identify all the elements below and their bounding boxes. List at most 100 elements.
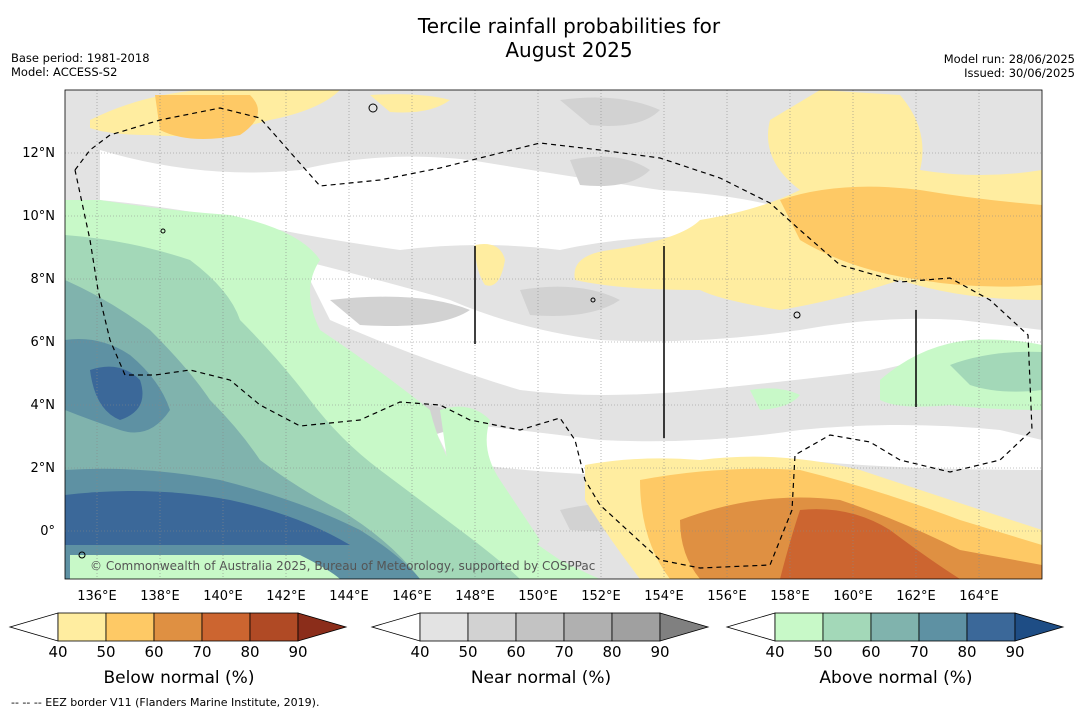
near-normal-50 (560, 97, 660, 126)
islands (78, 103, 801, 559)
above-normal-50 (950, 351, 1042, 392)
longitude-label: 148°E (455, 589, 495, 604)
colorbar-segment (563, 612, 613, 642)
colorbar-segment (105, 612, 155, 642)
issued-date: Issued: 30/06/2025 (964, 66, 1075, 80)
colorbar-min-extension (8, 612, 59, 642)
copyright-notice: © Commonwealth of Australia 2025, Bureau… (90, 559, 595, 573)
longitude-label: 160°E (833, 589, 873, 604)
colorbar-tick-label: 80 (240, 643, 260, 661)
longitude-ticks: 136°E 138°E 140°E 142°E 144°E 146°E 148°E 150°E… (77, 589, 999, 604)
colorbar-tick-label: 70 (909, 643, 929, 661)
near-normal-label: Near normal (%) (470, 668, 612, 688)
colorbar-segment (870, 612, 920, 642)
colorbar-tick-label: 50 (96, 643, 116, 661)
latitude-label: 12°N (22, 146, 55, 161)
colorbar-tick-label: 90 (1005, 643, 1025, 661)
colorbar-tick-label: 60 (144, 643, 164, 661)
colorbar-segment (467, 612, 517, 642)
longitude-label: 164°E (959, 589, 999, 604)
colorbar-tick-label: 40 (48, 643, 68, 661)
colorbar-min-extension (725, 612, 776, 642)
longitude-label: 140°E (203, 589, 243, 604)
eez-border (74, 107, 1033, 569)
below-normal-50 (780, 186, 1042, 287)
longitude-label: 162°E (896, 589, 936, 604)
longitude-label: 152°E (581, 589, 621, 604)
title-line-1: Tercile rainfall probabilities for (417, 14, 721, 38)
colorbar-segment (419, 612, 469, 642)
colorbar-tick-label: 40 (410, 643, 430, 661)
colorbar-segment (611, 612, 661, 642)
colorbar-segment (774, 612, 824, 642)
above-normal-80 (90, 366, 143, 420)
colorbar-segment (515, 612, 565, 642)
above-normal-80 (65, 491, 350, 545)
below-normal-40 (475, 244, 505, 286)
colorbar-segment (249, 612, 299, 642)
longitude-label: 142°E (266, 589, 306, 604)
longitude-label: 150°E (518, 589, 558, 604)
colorbar-segment (201, 612, 251, 642)
below-normal-40 (370, 94, 450, 113)
colorbar-segment (966, 612, 1016, 642)
above-normal-40 (70, 555, 340, 579)
colorbar-tick-label: 60 (506, 643, 526, 661)
longitude-label: 146°E (392, 589, 432, 604)
colorbar-segment (153, 612, 203, 642)
near-normal-50 (330, 296, 470, 326)
colorbar-max-extension (297, 612, 348, 642)
latitude-label: 4°N (31, 398, 56, 413)
above-normal-label: Above normal (%) (819, 668, 973, 688)
colorbars (8, 612, 1065, 642)
colorbar-tick-label: 50 (813, 643, 833, 661)
latitude-label: 10°N (22, 209, 55, 224)
longitude-label: 158°E (770, 589, 810, 604)
colorbar-tick-label: 90 (650, 643, 670, 661)
model-info: Base period: 1981-2018 Model: ACCESS-S2 (11, 51, 150, 79)
longitude-label: 154°E (644, 589, 684, 604)
colorbar-tick-label: 80 (957, 643, 977, 661)
above-normal-40 (750, 388, 800, 410)
eez-meridian-segments (474, 246, 917, 438)
colorbar-max-extension (659, 612, 710, 642)
longitude-label: 156°E (707, 589, 747, 604)
run-info: Model run: 28/06/2025 Issued: 30/06/2025 (944, 52, 1075, 80)
eez-legend-note: -- -- -- EEZ border V11 (Flanders Marine… (11, 696, 320, 709)
map-frame (64, 89, 1043, 580)
latitude-ticks: 12°N 10°N 8°N 6°N 4°N 2°N 0° (22, 146, 55, 539)
neutral-region (300, 260, 1042, 395)
title-line-2: August 2025 (505, 38, 633, 62)
latitude-label: 6°N (31, 335, 56, 350)
below-normal-label: Below normal (%) (103, 668, 255, 688)
latitude-label: 2°N (31, 461, 56, 476)
colorbar-tick-label: 50 (458, 643, 478, 661)
colorbar-max-extension (1014, 612, 1065, 642)
base-period: Base period: 1981-2018 (11, 51, 150, 65)
latitude-label: 0° (40, 524, 55, 539)
map-area (65, 90, 1042, 579)
near-normal-50 (570, 156, 650, 186)
colorbar-tick-label: 70 (192, 643, 212, 661)
colorbar-min-extension (370, 612, 421, 642)
colorbar-tick-label: 70 (554, 643, 574, 661)
model-name: Model: ACCESS-S2 (11, 65, 118, 79)
below-normal-50 (155, 95, 258, 139)
longitude-label: 138°E (140, 589, 180, 604)
colorbar-tick-label: 60 (861, 643, 881, 661)
latitude-label: 8°N (31, 272, 56, 287)
colorbar-segment (57, 612, 107, 642)
longitude-label: 144°E (329, 589, 369, 604)
above-normal-40 (440, 406, 540, 554)
neutral-region (430, 420, 1042, 475)
graticule (65, 90, 1042, 579)
colorbar-segment (822, 612, 872, 642)
below-normal-70 (780, 509, 960, 579)
map-title: Tercile rainfall probabilities for Augus… (0, 14, 1085, 62)
model-run: Model run: 28/06/2025 (943, 52, 1075, 66)
colorbar-segment (918, 612, 968, 642)
colorbar-tick-label: 80 (602, 643, 622, 661)
colorbar-tick-label: 90 (288, 643, 308, 661)
near-normal-50 (520, 286, 620, 316)
